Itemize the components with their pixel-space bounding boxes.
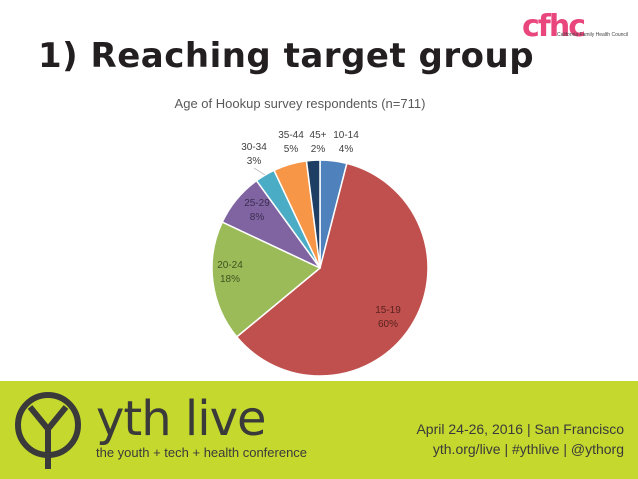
pie-label-percent: 4% xyxy=(339,144,354,155)
footer-brand: yth live xyxy=(96,391,267,447)
pie-label-percent: 18% xyxy=(220,274,240,285)
pie-label-category: 30-34 xyxy=(241,142,267,153)
pie-slices xyxy=(211,159,429,377)
leader-line-30-34 xyxy=(253,167,266,176)
pie-leader-lines xyxy=(253,167,266,176)
footer-links[interactable]: yth.org/live | #ythlive | @ythorg xyxy=(432,441,624,457)
pie-label-category: 20-24 xyxy=(217,260,243,271)
footer-tagline: the youth + tech + health conference xyxy=(96,445,308,460)
footer-date-location: April 24-26, 2016 | San Francisco xyxy=(416,421,624,437)
pie-slice-15-19 xyxy=(235,162,429,377)
pie-slice-45plus xyxy=(305,159,321,269)
pie-slice-20-24 xyxy=(211,221,322,338)
slide-title: 1) Reaching target group xyxy=(38,36,535,76)
yth-circle-y-icon xyxy=(15,392,81,469)
pie-label-percent: 60% xyxy=(378,319,398,330)
pie-chart: 10-14 4% 15-19 60% 20-24 18% 25-29 8% 30-34 3% 35-… xyxy=(211,130,429,377)
pie-label-percent: 2% xyxy=(311,144,326,155)
pie-label-percent: 8% xyxy=(250,212,265,223)
conference-footer-banner: yth live the youth + tech + health confe… xyxy=(0,381,638,479)
pie-label-percent: 3% xyxy=(247,156,262,167)
pie-label-category: 10-14 xyxy=(333,130,359,141)
chart-title: Age of Hookup survey respondents (n=711) xyxy=(174,96,426,111)
pie-labels: 10-14 4% 15-19 60% 20-24 18% 25-29 8% 30-34 3% 35-… xyxy=(217,130,401,330)
logo-mark: cfhc xyxy=(522,9,584,44)
pie-label-category: 35-44 xyxy=(278,130,304,141)
pie-label-category: 25-29 xyxy=(244,198,270,209)
logo-caption: California Family Health Council xyxy=(557,32,629,38)
pie-label-category: 45+ xyxy=(310,130,327,141)
cfhc-logo: cfhc xyxy=(522,9,586,44)
pie-label-category: 15-19 xyxy=(375,305,401,316)
pie-label-percent: 5% xyxy=(284,144,299,155)
